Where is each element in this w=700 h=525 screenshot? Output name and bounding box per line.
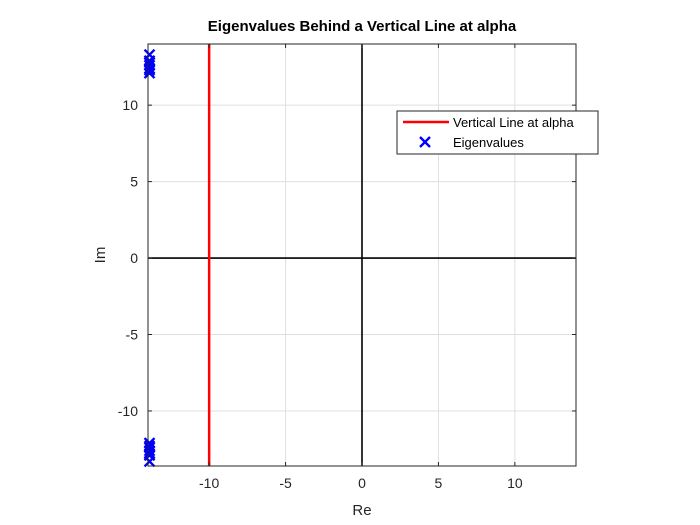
legend-box: [396, 110, 599, 155]
legend: Vertical Line at alpha Eigenvalues: [396, 110, 599, 155]
y-tick-label: 10: [122, 97, 138, 113]
ticks: -10 -5 0 5 10 -10 -5 0 5 10: [118, 44, 576, 491]
chart-title: Eigenvalues Behind a Vertical Line at al…: [208, 18, 517, 35]
series-layer: [143, 44, 211, 468]
eigenvalue-point: [143, 67, 156, 79]
y-tick-label: -10: [118, 403, 138, 419]
y-tick-label: 0: [130, 250, 138, 266]
y-tick-label: -5: [126, 327, 139, 343]
legend-x-marker: [419, 136, 431, 148]
x-tick-label: 10: [507, 475, 523, 491]
x-tick-label: 0: [358, 475, 366, 491]
y-tick-label: 5: [130, 174, 138, 190]
x-tick-label: -10: [199, 475, 219, 491]
eigenvalue-point: [143, 437, 156, 449]
legend-marker-swatch: [419, 136, 431, 148]
legend-entry-eigenvalues: Eigenvalues: [453, 135, 524, 150]
zero-axis-lines: [148, 44, 576, 466]
eigenvalue-point: [143, 441, 156, 454]
eigenvalue-point: [143, 62, 156, 75]
x-tick-label: 5: [435, 475, 443, 491]
x-tick-label: -5: [279, 475, 292, 491]
x-axis-label: Re: [352, 502, 371, 519]
legend-entry-line: Vertical Line at alpha: [453, 115, 574, 130]
y-axis-label: Im: [92, 247, 109, 264]
